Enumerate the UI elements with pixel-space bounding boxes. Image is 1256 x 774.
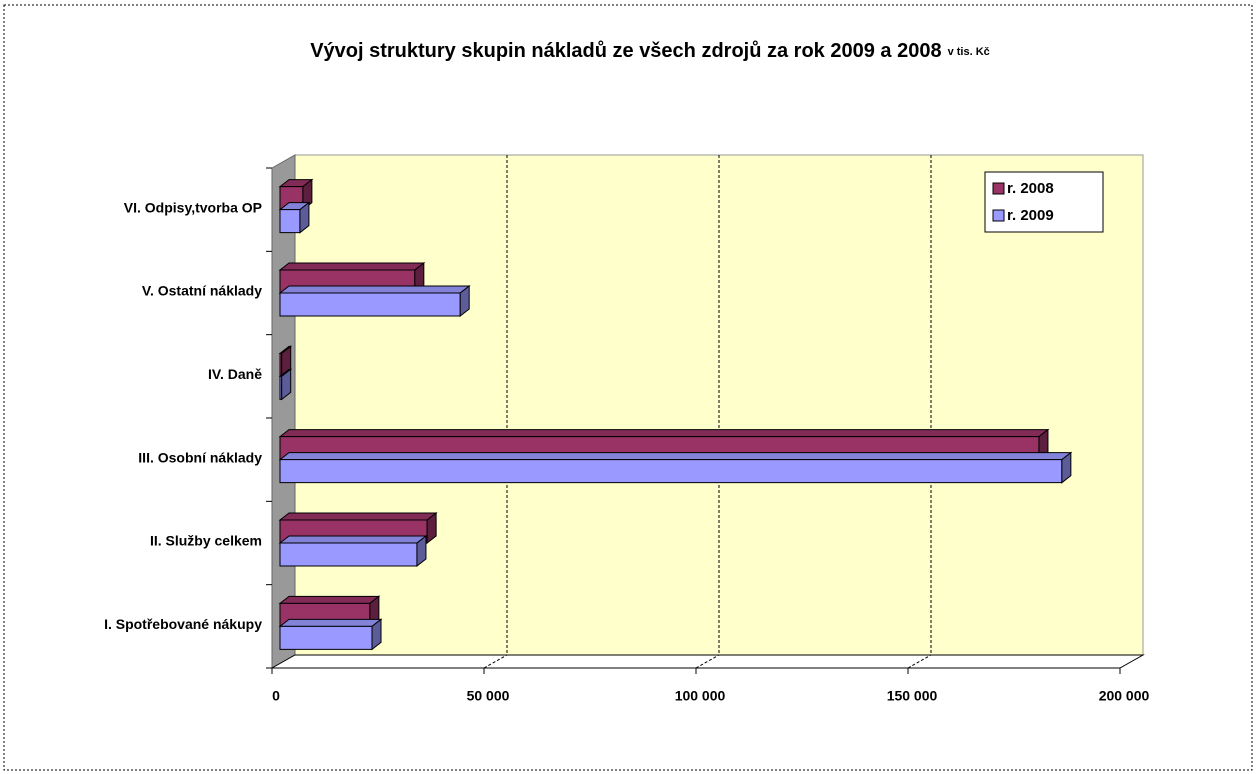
bar — [278, 618, 383, 651]
legend-swatch — [992, 209, 1005, 222]
y-tick-label: II. Služby celkem — [150, 533, 262, 549]
y-tick-label: IV. Daně — [208, 366, 262, 382]
floor — [270, 654, 1145, 669]
y-tick-label: III. Osobní náklady — [138, 449, 262, 465]
chart-title: Vývoj struktury skupin nákladů ze všech … — [310, 40, 941, 62]
bar-end — [459, 284, 470, 318]
bar-top — [278, 618, 383, 627]
bar — [278, 201, 311, 234]
legend-box — [984, 171, 1104, 233]
x-tick-label: 0 — [272, 688, 280, 704]
bar-end — [299, 201, 310, 234]
legend-swatch — [992, 182, 1005, 195]
bar-end — [416, 534, 427, 568]
x-tick-label: 150 000 — [887, 688, 938, 704]
chart-heading: Vývoj struktury skupin nákladů ze všech … — [310, 40, 990, 62]
bar-front — [279, 625, 373, 650]
legend-label: r. 2008 — [1007, 180, 1054, 197]
bar-end — [426, 511, 437, 545]
bar — [278, 368, 293, 401]
bar — [278, 534, 428, 568]
x-tick-label: 100 000 — [675, 688, 726, 704]
bar-end — [281, 368, 292, 401]
bar-top — [278, 512, 438, 521]
y-tick-label: VI. Odpisy,tvorba OP — [124, 199, 262, 215]
bar-front — [279, 209, 301, 234]
chart-border — [3, 4, 1253, 771]
grid-line-floor — [907, 654, 932, 669]
bar-top — [278, 429, 1050, 438]
bar — [278, 451, 1073, 484]
bar-top — [278, 452, 1073, 461]
bar-top — [278, 262, 426, 271]
bar-front — [279, 542, 418, 567]
bar-front — [279, 459, 1063, 484]
bar-front — [279, 292, 461, 317]
y-tick-label: V. Ostatní náklady — [142, 283, 262, 299]
grid-line-floor — [695, 654, 720, 669]
x-tick-label: 200 000 — [1099, 688, 1150, 704]
bar-top — [278, 285, 471, 294]
x-tick-label: 50 000 — [467, 688, 510, 704]
bar-top — [278, 535, 428, 544]
legend-label: r. 2009 — [1007, 207, 1054, 224]
bar — [278, 284, 471, 318]
bar-end — [1061, 451, 1072, 484]
grid-line-floor — [483, 654, 508, 669]
chart-subtitle: v tis. Kč — [948, 46, 990, 58]
y-tick-label: I. Spotřebované nákupy — [104, 616, 262, 632]
bar-end — [371, 618, 382, 651]
bar-top — [278, 595, 381, 604]
